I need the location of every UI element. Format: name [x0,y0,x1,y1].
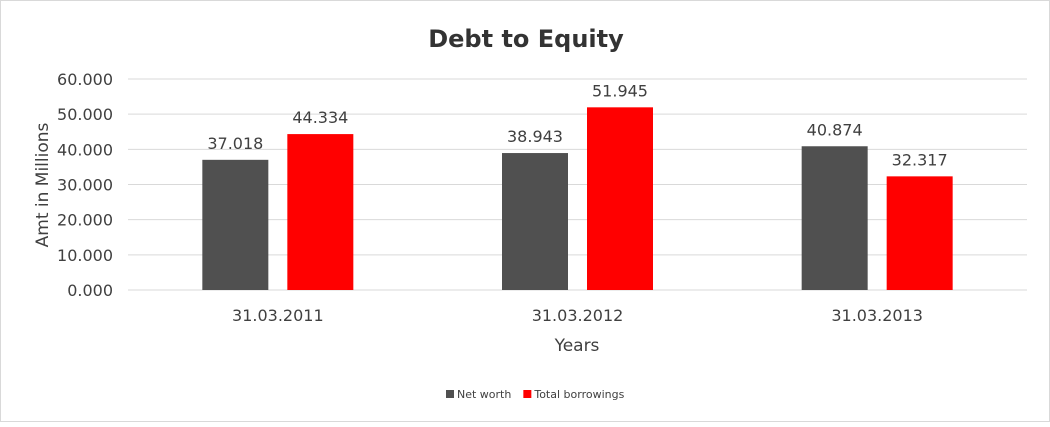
bar-net-worth [202,159,269,290]
y-tick-label: 30.000 [57,176,113,195]
legend-label: Net worth [457,388,511,401]
data-label: 32.317 [892,150,948,169]
data-label: 51.945 [592,81,648,100]
y-tick-label: 0.000 [67,281,113,300]
legend-label: Total borrowings [533,388,624,401]
data-label: 37.018 [207,134,263,153]
y-tick-label: 40.000 [57,140,113,159]
y-axis-label: Amt in Millions [33,122,53,247]
data-label: 38.943 [507,127,563,146]
x-tick-label: 31.03.2011 [232,306,324,325]
legend-swatch [446,390,454,398]
data-label: 40.874 [807,120,863,139]
bar-total-borrowings [587,107,653,290]
legend-swatch [523,390,532,398]
data-label: 44.334 [292,108,348,127]
x-axis-label: Years [554,336,600,356]
bar-net-worth [801,146,868,290]
y-tick-label: 60.000 [57,70,113,89]
y-tick-label: 10.000 [57,246,113,265]
chart-title: Debt to Equity [428,25,624,53]
bar-total-borrowings [287,134,354,290]
y-tick-label: 50.000 [57,105,113,124]
bar-net-worth [502,153,568,290]
x-tick-label: 31.03.2013 [831,306,923,325]
bar-total-borrowings [886,176,953,290]
x-tick-label: 31.03.2012 [532,306,624,325]
y-tick-label: 20.000 [57,211,113,230]
